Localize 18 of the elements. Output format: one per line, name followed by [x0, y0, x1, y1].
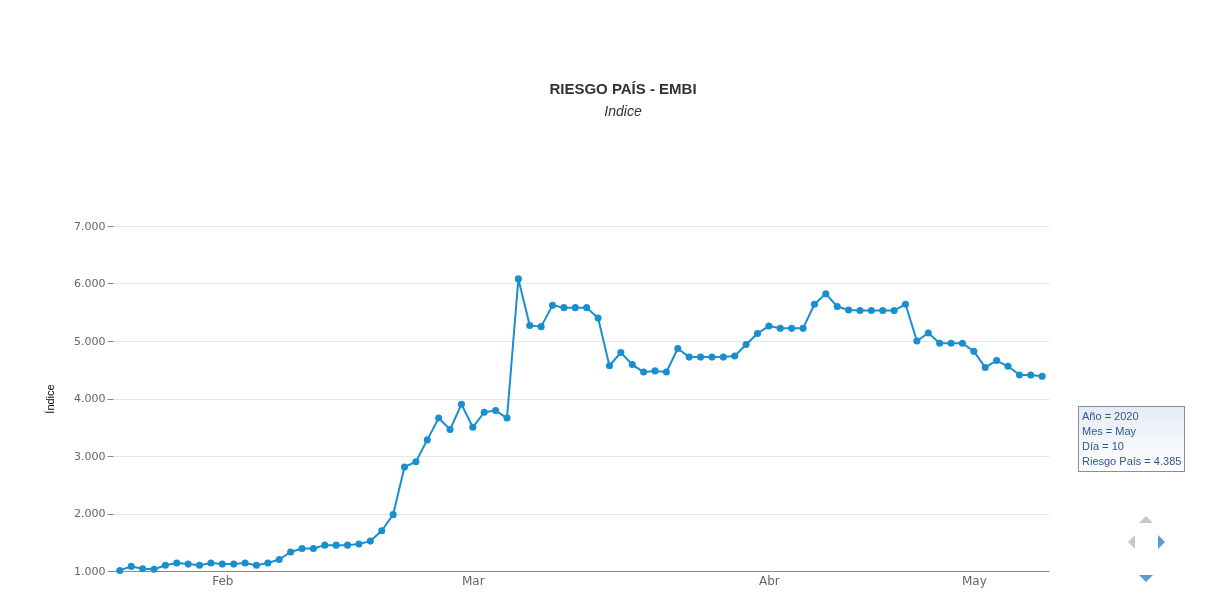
x-tick-label: Mar	[462, 573, 485, 588]
x-tick-label: May	[961, 573, 987, 588]
y-axis-title: Índice	[44, 384, 57, 414]
y-tick-label: 4.000	[74, 392, 106, 405]
y-tick-label: 5.000	[74, 334, 106, 348]
y-tick-label: 7.000	[74, 219, 106, 233]
x-tick-label: Feb	[212, 573, 234, 588]
y-tick-label: 1.000	[74, 564, 106, 578]
x-tick-label: Abr	[759, 573, 780, 588]
text: Riesgo País = 4.385	[1082, 454, 1182, 469]
chart-subtitle: Indice	[604, 103, 642, 119]
text: Día = 10	[1082, 439, 1125, 454]
text: Año = 2020	[1082, 409, 1140, 424]
y-tick-label: 3.000	[74, 449, 106, 463]
text: Mes = May	[1082, 424, 1138, 439]
chart-title: RIESGO PAÍS - EMBI	[549, 80, 697, 97]
y-tick-label: 6.000	[74, 277, 106, 290]
y-tick-label: 2.000	[74, 507, 106, 520]
